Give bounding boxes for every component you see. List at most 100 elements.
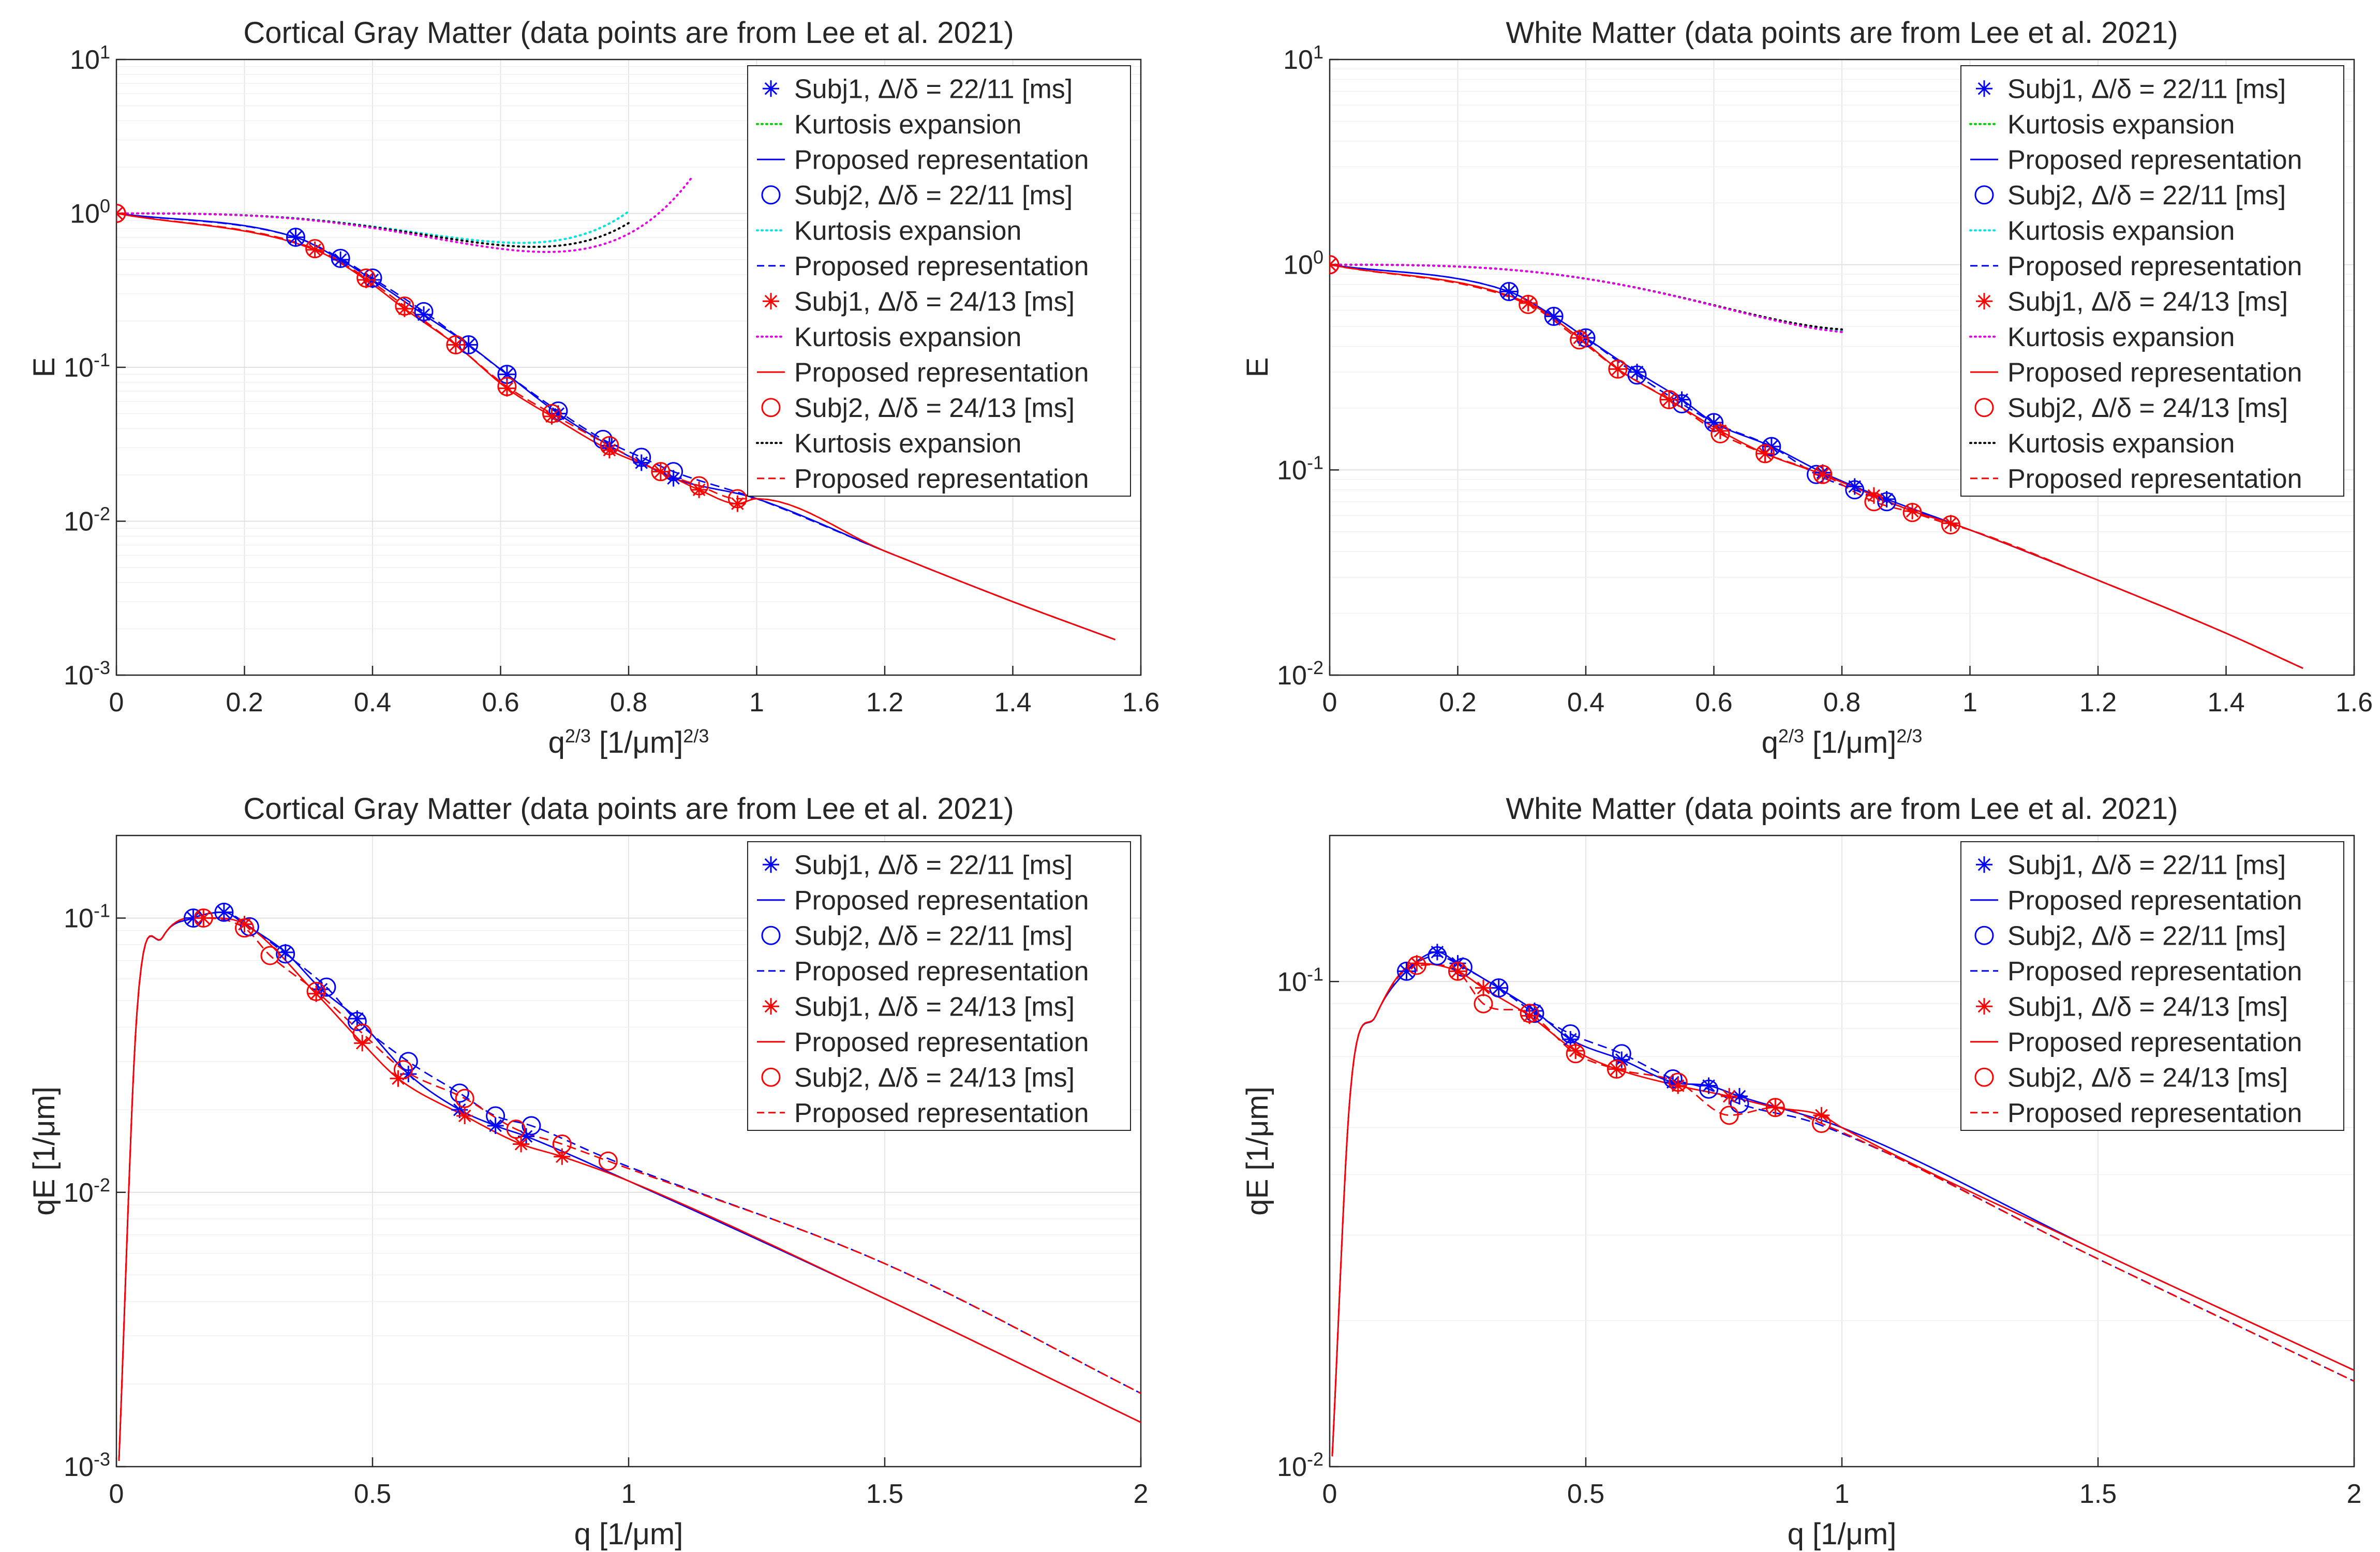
x-tick-label: 0.4: [354, 688, 391, 718]
y-tick-label: 10-2: [64, 1174, 110, 1208]
legend-label: Subj2, Δ/δ = 22/11 [ms]: [2007, 921, 2286, 951]
data-point-circle: [214, 902, 234, 922]
y-tick-label: 10-3: [64, 657, 110, 691]
data-point-circle: [497, 377, 517, 396]
legend-label: Proposed representation: [2007, 357, 2302, 387]
data-point-star: [518, 1128, 534, 1145]
data-point-circle: [446, 335, 466, 355]
data-point-star: [601, 441, 618, 458]
legend-circle-marker: [1974, 185, 1994, 205]
axes-box: [115, 834, 1142, 1468]
data-point-star: [1567, 1042, 1584, 1059]
axes-box: [1329, 834, 2355, 1468]
data-point-star: [456, 1108, 473, 1125]
plot-content: [116, 175, 1115, 640]
data-point-circle: [689, 476, 709, 496]
data-point-circle: [1902, 503, 1922, 523]
legend-star-marker: [1976, 80, 1992, 97]
x-tick-label: 1: [1962, 688, 1977, 718]
kurtosis-curve: [116, 175, 694, 253]
legend-label: Subj1, Δ/δ = 24/13 [ms]: [2007, 992, 2288, 1022]
legend-label: Proposed representation: [794, 957, 1089, 987]
data-point-circle: [276, 944, 295, 964]
legend-label: Proposed representation: [794, 1098, 1089, 1128]
data-point-circle: [1756, 444, 1775, 464]
data-point-circle: [1762, 437, 1781, 456]
x-axis-label: q2/3 [1/μm]2/3: [1762, 725, 1923, 760]
legend-circle-marker: [761, 398, 781, 417]
x-axis-label: q [1/μm]: [1788, 1517, 1897, 1551]
data-point-circle: [1811, 1113, 1831, 1133]
x-tick-label: 0: [109, 688, 124, 718]
data-point-circle: [598, 1151, 618, 1171]
x-tick-label: 0.5: [1567, 1479, 1604, 1509]
x-tick-label: 0.8: [1823, 688, 1861, 718]
data-point-star: [306, 241, 323, 258]
data-point-star: [1608, 1061, 1625, 1078]
data-point-star: [1705, 414, 1722, 431]
data-point-circle: [1474, 994, 1493, 1013]
legend-label: Subj1, Δ/δ = 22/11 [ms]: [2007, 74, 2286, 104]
data-point-circle: [506, 1120, 526, 1139]
data-point-circle: [347, 1011, 367, 1031]
data-point-circle: [1668, 1072, 1688, 1092]
data-point-star: [116, 205, 125, 222]
data-point-circle: [331, 248, 350, 268]
data-point-star: [633, 454, 650, 471]
data-point-circle: [1627, 365, 1647, 385]
data-point-circle: [306, 981, 326, 1001]
legend-label: Subj2, Δ/δ = 22/11 [ms]: [2007, 181, 2286, 211]
legend-label: Kurtosis expansion: [794, 322, 1021, 352]
legend-star-marker: [763, 998, 779, 1015]
legend-label: Subj2, Δ/δ = 24/13 [ms]: [2007, 393, 2288, 423]
data-point-star: [1521, 1007, 1538, 1024]
x-tick-label: 1: [1835, 1479, 1850, 1509]
legend-label: Kurtosis expansion: [794, 428, 1021, 458]
data-point-circle: [1941, 515, 1960, 534]
data-point-star: [308, 985, 325, 1002]
data-point-star: [354, 1035, 371, 1052]
legend-label: Proposed representation: [2007, 145, 2302, 175]
x-axis-label: q [1/μm]: [574, 1517, 683, 1551]
panel-2: 0 0.2 0.4 0.6 0.8 1 1.2 1.4 1.6 10-2 10-1 100 101 Whi…: [1241, 16, 2373, 759]
y-tick-label: 10-3: [64, 1449, 110, 1483]
data-point-star: [1398, 963, 1415, 980]
x-tick-label: 0.6: [1695, 688, 1732, 718]
y-tick-label: 10-2: [1277, 657, 1323, 691]
data-point-star: [1408, 955, 1425, 972]
plot-content: [1330, 255, 2303, 669]
x-tick-label: 1.5: [2079, 1479, 2117, 1509]
data-point-circle: [1608, 359, 1628, 379]
x-tick-label: 0.2: [226, 688, 263, 718]
data-point-star: [1660, 391, 1677, 408]
legend-circle-marker: [1974, 398, 1994, 417]
legend-star-marker: [763, 80, 779, 97]
x-tick-label: 1.6: [2336, 688, 2373, 718]
x-axis-label: q2/3 [1/μm]2/3: [548, 725, 709, 760]
data-point-circle: [305, 239, 325, 259]
x-tick-label: 1.2: [866, 688, 903, 718]
y-tick-label: 10-1: [1277, 963, 1323, 997]
data-point-star: [1449, 963, 1466, 980]
data-point-circle: [1699, 1079, 1719, 1099]
data-point-circle: [1864, 492, 1884, 512]
legend-box: [1960, 65, 2344, 497]
data-point-star: [513, 1136, 530, 1153]
y-axis-label: qE [1/μm]: [27, 1086, 61, 1215]
data-point-circle: [356, 268, 376, 288]
y-axis-label: E: [27, 357, 61, 378]
plot-content: [118, 902, 1141, 1461]
data-point-circle: [414, 302, 434, 321]
grid: [116, 835, 1141, 1467]
y-axis-label: E: [1241, 357, 1274, 378]
y-tick-label: 101: [70, 41, 110, 76]
data-point-star: [215, 904, 232, 921]
data-point-circle: [593, 429, 613, 449]
data-point-circle: [194, 908, 213, 928]
data-point-circle: [1519, 295, 1538, 315]
legend-label: Proposed representation: [794, 145, 1089, 175]
legend-label: Subj2, Δ/δ = 22/11 [ms]: [794, 181, 1073, 211]
y-tick-label: 100: [1283, 246, 1323, 280]
panel-4: 0 0.5 1 1.5 2 10-2 10-1 White Matter (data poin…: [1241, 792, 2361, 1551]
data-point-circle: [552, 1134, 572, 1154]
